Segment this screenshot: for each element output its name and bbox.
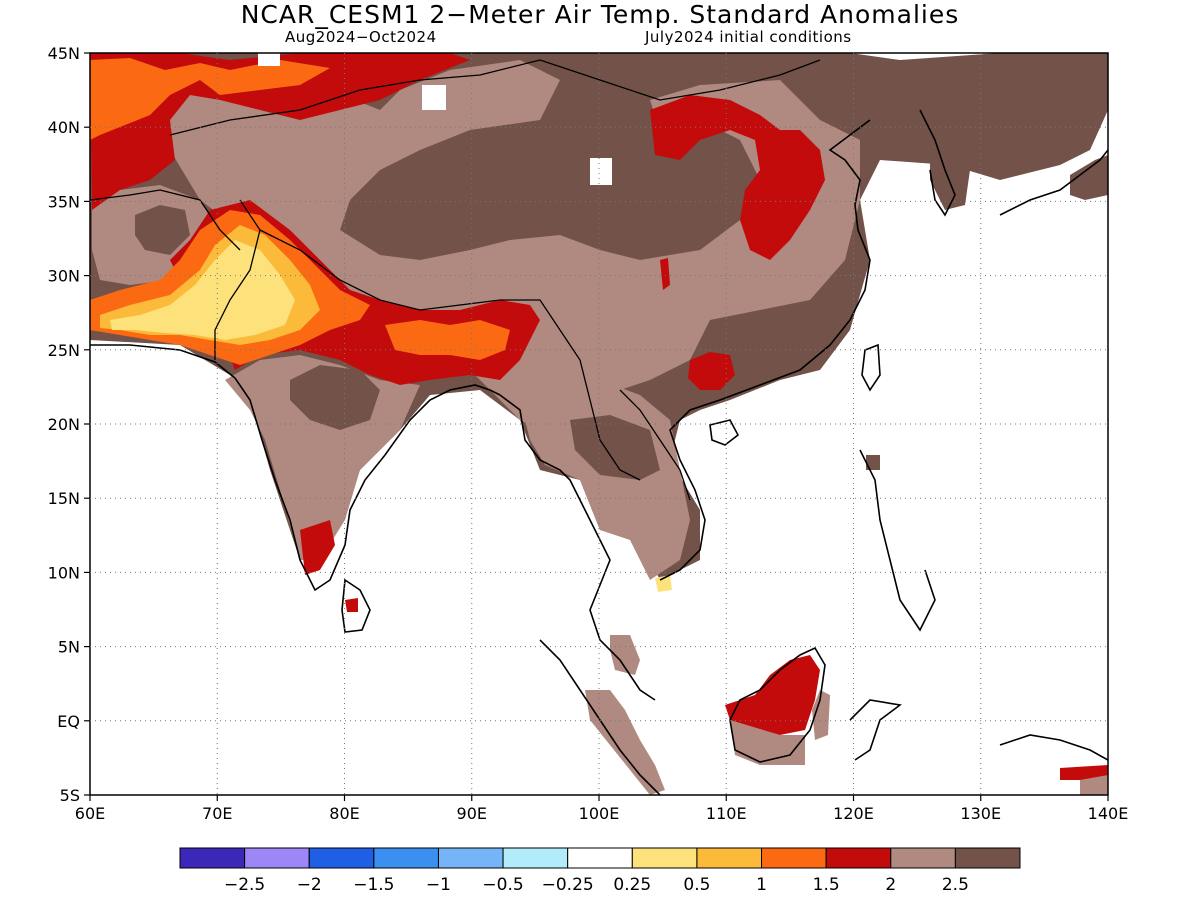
coast-newguinea bbox=[999, 734, 1108, 761]
border-laos-vietnam bbox=[619, 389, 691, 501]
colorbar-swatch bbox=[825, 847, 892, 869]
colorbar-swatch bbox=[567, 847, 633, 869]
coast-taiwan bbox=[861, 343, 881, 392]
colorbar-label: −1.5 bbox=[353, 875, 394, 895]
colorbar-label: 1 bbox=[756, 875, 767, 895]
field-red-india-east bbox=[300, 520, 335, 575]
coast-sulawesi bbox=[849, 699, 902, 761]
colorbar-swatch bbox=[244, 847, 310, 869]
tick-label-lat: 15N bbox=[48, 489, 80, 508]
colorbar-label: 1.5 bbox=[813, 875, 840, 895]
coast-korea bbox=[919, 109, 956, 217]
field-white-patch-3 bbox=[590, 158, 612, 185]
colorbar-swatch bbox=[761, 847, 827, 869]
tick-label-lat: 5N bbox=[58, 638, 80, 657]
colorbar-label: −1 bbox=[426, 875, 451, 895]
field-red-newguinea bbox=[1060, 765, 1108, 780]
tick-label-lon: 140E bbox=[1088, 804, 1129, 823]
border-pakistan-india bbox=[214, 199, 261, 360]
border-china-north bbox=[169, 59, 821, 136]
tick-label-lat: 5S bbox=[60, 786, 80, 805]
colorbar-swatch bbox=[179, 847, 246, 869]
colorbar-swatch bbox=[373, 847, 439, 869]
tick-label-lon: 130E bbox=[960, 804, 1001, 823]
field-islands-sumatra bbox=[585, 690, 665, 795]
field-islands-borneo-s bbox=[730, 720, 805, 765]
tick-label-lon: 100E bbox=[579, 804, 620, 823]
field-red-china-south bbox=[688, 352, 735, 390]
field-red-ceylon bbox=[345, 598, 358, 612]
tick-label-lat: 35N bbox=[48, 192, 80, 211]
field-dark-indochina bbox=[570, 415, 660, 480]
field-light-brown-central bbox=[170, 60, 860, 430]
coast-vietnam-china bbox=[659, 119, 871, 581]
tick-label-lat: 10N bbox=[48, 563, 80, 582]
field-dark-india bbox=[290, 365, 380, 430]
field-red-west bbox=[90, 53, 470, 210]
coast-borneo bbox=[729, 646, 826, 763]
tick-label-lat: 25N bbox=[48, 341, 80, 360]
tick-label-lon: 110E bbox=[706, 804, 747, 823]
field-white-patch-1 bbox=[258, 53, 280, 66]
tick-label-lat: 40N bbox=[48, 118, 80, 137]
border-himalaya bbox=[259, 229, 561, 331]
field-red-china-north bbox=[650, 95, 825, 260]
field-red-china-mid bbox=[660, 258, 670, 290]
tick-label-lat: 20N bbox=[48, 415, 80, 434]
field-islands-sulawesi bbox=[812, 690, 830, 740]
coastlines bbox=[90, 59, 1108, 795]
tick-label-lon: 90E bbox=[457, 804, 487, 823]
coast-hainan bbox=[709, 419, 740, 446]
coast-philippines bbox=[859, 449, 936, 632]
tick-label-lat: EQ bbox=[57, 712, 80, 731]
border-iran bbox=[90, 189, 241, 251]
colorbar-swatch bbox=[631, 847, 698, 869]
colorbar-swatch bbox=[437, 847, 504, 869]
field-yellow-pakistan bbox=[110, 240, 295, 340]
border-myanmar bbox=[559, 329, 641, 481]
tick-label-lon: 80E bbox=[329, 804, 359, 823]
colorbar-label: 2.5 bbox=[942, 875, 969, 895]
tick-label-lon: 60E bbox=[75, 804, 105, 823]
field-islands-japan bbox=[1070, 155, 1108, 200]
colorbar-label: −2.5 bbox=[224, 875, 265, 895]
colorbar-label: 0.5 bbox=[683, 875, 710, 895]
colorbar-label: 0.25 bbox=[613, 875, 651, 895]
coast-sumatra bbox=[539, 639, 661, 795]
subtitle-initial-conditions: July2024 initial conditions bbox=[645, 28, 852, 46]
tick-label-lat: 45N bbox=[48, 44, 80, 63]
tick-label-lon: 70E bbox=[202, 804, 232, 823]
coast-ceylon bbox=[341, 578, 371, 633]
colorbar-swatch bbox=[954, 847, 1021, 869]
axis-ticks: 60E 70E 80E 90E 100E 110E 120E 130E 140E 45N 40N 35… bbox=[48, 44, 1129, 823]
field-yellow-south bbox=[655, 575, 672, 592]
field-white-patch-2 bbox=[422, 85, 446, 110]
colorbar-label: 2 bbox=[885, 875, 896, 895]
colorbar-label: −0.25 bbox=[542, 875, 594, 895]
coast-indochina bbox=[499, 394, 656, 701]
coast-arabia-india bbox=[90, 344, 501, 592]
field-red-borneo bbox=[725, 655, 820, 735]
tick-label-lat: 30N bbox=[48, 267, 80, 286]
field-islands-philippines bbox=[866, 455, 880, 470]
field-orange-bengal bbox=[385, 320, 510, 360]
tick-label-lon: 120E bbox=[833, 804, 874, 823]
map-title: NCAR_CESM1 2−Meter Air Temp. Standard An… bbox=[240, 0, 960, 29]
field-islands-malaya bbox=[610, 635, 640, 675]
field-orange-west bbox=[90, 58, 330, 140]
anomaly-fields bbox=[90, 53, 1108, 795]
colorbar-swatch bbox=[890, 847, 956, 869]
graticule bbox=[90, 53, 1108, 795]
colorbar-swatch bbox=[502, 847, 569, 869]
colorbar-swatch bbox=[308, 847, 375, 869]
colorbar: −2.5 −2 −1.5 −1 −0.5 −0.25 0.25 0.5 1 1.5 2 2.5 bbox=[179, 847, 1021, 895]
coast-japan bbox=[999, 149, 1108, 216]
field-dark-iran bbox=[135, 205, 190, 255]
colorbar-label: −2 bbox=[297, 875, 322, 895]
colorbar-swatch bbox=[696, 847, 763, 869]
field-islands-newguinea bbox=[1080, 775, 1108, 795]
colorbar-label: −0.5 bbox=[482, 875, 523, 895]
subtitle-forecast-period: Aug2024−Oct2024 bbox=[285, 28, 437, 46]
